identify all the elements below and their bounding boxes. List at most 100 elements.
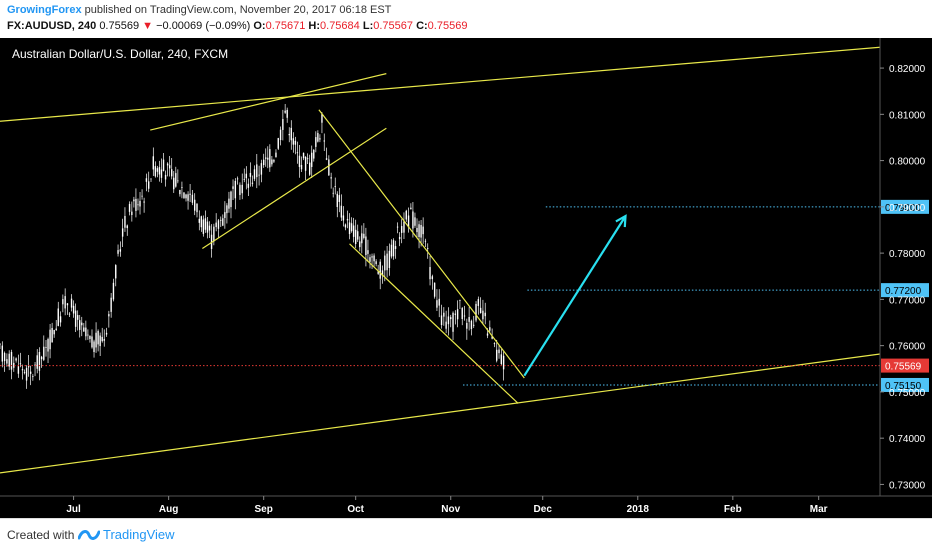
candle-body (124, 215, 126, 228)
candle-body (422, 226, 424, 235)
candle-body (390, 244, 393, 257)
candle-body (177, 180, 179, 182)
candle-body (36, 355, 38, 369)
candle-body (350, 223, 353, 232)
candle-body (420, 224, 422, 238)
candle-body (215, 222, 217, 228)
candle-body (484, 312, 486, 317)
candle-body (191, 194, 194, 203)
candle-body (308, 162, 311, 175)
candle-body (158, 167, 161, 175)
candle-body (17, 366, 20, 374)
candle-body (447, 316, 450, 325)
candle-body (265, 157, 267, 159)
candle-body (431, 276, 434, 280)
candle-body (3, 352, 6, 362)
candle-body (450, 317, 452, 320)
candle-body (396, 226, 399, 228)
candle-body (23, 372, 26, 373)
candle-body (27, 365, 30, 368)
trendline (150, 73, 387, 131)
candle-body (97, 330, 99, 345)
candle-body (348, 222, 351, 235)
price-change: −0.00069 (−0.09%) (156, 20, 251, 32)
candle-body (115, 265, 117, 279)
trendline (0, 353, 881, 474)
candle-body (461, 308, 463, 320)
candle-body (21, 369, 24, 371)
candle-body (105, 332, 108, 335)
candle-body (43, 346, 45, 360)
candle-body (361, 233, 363, 244)
candle-body (206, 221, 209, 233)
candle-body (181, 187, 183, 188)
candle-body (68, 313, 71, 315)
candle-body (62, 299, 64, 305)
author-link[interactable]: GrowingForex (7, 4, 82, 16)
chart-title: Australian Dollar/U.S. Dollar, 240, FXCM (12, 47, 228, 61)
candle-body (292, 138, 295, 145)
footer: Created with TradingView (0, 518, 932, 551)
candle-body (160, 169, 163, 178)
candle-body (459, 300, 461, 301)
candle-body (241, 184, 243, 194)
chart-area[interactable]: 0.79000 0.77200 0.75150 0.75569 0.82000 0.81… (0, 38, 932, 518)
target-level-badge (881, 199, 929, 214)
x-tick-label: 2018 (627, 504, 650, 515)
candle-body (25, 367, 28, 381)
candle-body (89, 335, 91, 339)
candle-body (55, 328, 57, 330)
trendline (202, 127, 387, 249)
candle-body (298, 155, 301, 167)
candle-body (173, 177, 175, 190)
low-label: L: (362, 20, 374, 32)
candle-body (410, 207, 412, 210)
target-level-label: 0.77200 (885, 286, 922, 297)
candle-body (479, 307, 482, 314)
candle-body (133, 199, 135, 202)
candle-body (99, 335, 101, 347)
candle-body (64, 296, 66, 309)
candle-body (267, 157, 269, 160)
candle-body (198, 218, 201, 223)
y-tick-label: 0.76000 (889, 342, 926, 353)
candle-body (398, 237, 401, 240)
candle-body (273, 160, 275, 162)
candle-body (338, 195, 341, 202)
y-tick-label: 0.74000 (889, 434, 926, 445)
price-chart[interactable]: 0.79000 0.77200 0.75150 0.75569 0.82000 0.81… (0, 38, 932, 518)
candle-body (204, 218, 207, 230)
candle-body (258, 174, 260, 176)
candle-body (49, 329, 51, 350)
candle-body (294, 140, 297, 145)
candle-body (407, 215, 410, 228)
candle-body (51, 327, 53, 343)
candle-body (171, 169, 173, 177)
candle-body (279, 129, 282, 141)
candle-body (168, 165, 171, 169)
close-label: C: (416, 20, 428, 32)
candle-body (232, 186, 234, 189)
chart-background (0, 38, 932, 518)
candle-body (187, 194, 189, 201)
candle-body (45, 347, 47, 348)
y-tick-label: 0.80000 (889, 157, 926, 168)
candle-body (70, 298, 73, 308)
candle-body (112, 282, 115, 300)
candle-body (418, 224, 420, 237)
candle-body (498, 349, 500, 354)
candle-body (371, 256, 373, 258)
tradingview-brand-link[interactable]: TradingView (103, 527, 175, 542)
candle-body (491, 336, 493, 339)
tradingview-logo-icon (78, 530, 100, 540)
candle-body (196, 203, 198, 213)
candle-body (414, 217, 416, 226)
candle-body (103, 339, 105, 341)
candle-body (359, 241, 361, 248)
candle-body (150, 178, 152, 180)
y-tick-label: 0.79000 (889, 203, 926, 214)
candle-body (330, 177, 332, 179)
candle-body (473, 324, 475, 326)
candle-body (369, 257, 371, 262)
candle-body (32, 376, 34, 377)
